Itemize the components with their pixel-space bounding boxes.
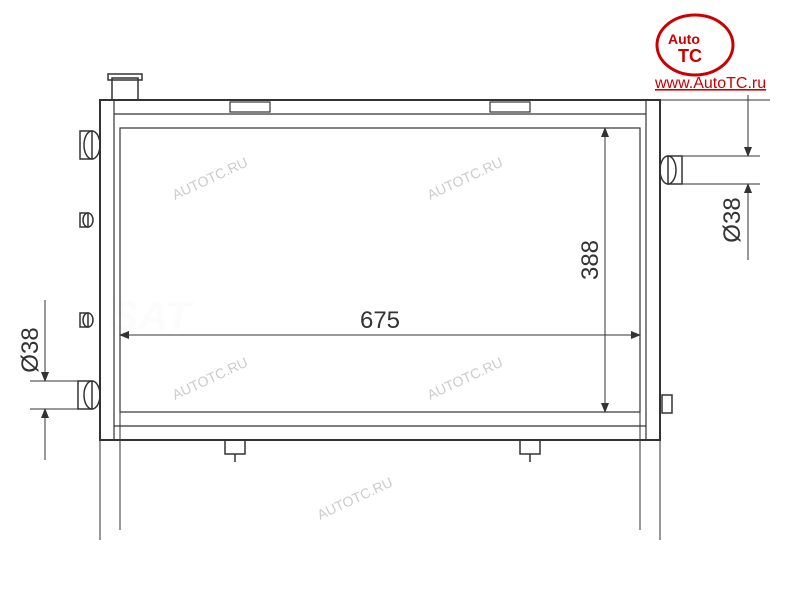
watermark-logo: SAT — [110, 292, 194, 339]
svg-text:Auto: Auto — [668, 31, 700, 47]
autotc-logo: Auto TC — [657, 15, 733, 75]
dim-dia-left — [30, 300, 78, 460]
mount-feet — [225, 440, 540, 462]
watermark-small: AUTOTC.RU — [170, 354, 251, 403]
watermark-small: AUTOTC.RU — [425, 354, 506, 403]
watermark-small: AUTOTC.RU — [425, 154, 506, 203]
dim-height-label: 388 — [577, 240, 604, 280]
technical-drawing: SAT AUTOTC.RU AUTOTC.RU AUTOTC.RU AUTOTC… — [0, 0, 800, 600]
url-text: www.AutoTC.ru — [654, 75, 766, 92]
dim-width-label: 675 — [360, 307, 400, 334]
left-ports — [78, 131, 100, 409]
dim-dia-right — [660, 95, 770, 260]
watermark-small: AUTOTC.RU — [315, 474, 396, 523]
svg-text:TC: TC — [678, 46, 702, 66]
filler-neck — [108, 74, 142, 100]
watermark-small: AUTOTC.RU — [170, 154, 251, 203]
dim-dia-right-label: Ø38 — [719, 197, 746, 242]
svg-text:SAT: SAT — [110, 292, 194, 339]
dim-dia-left-label: Ø38 — [17, 327, 44, 372]
diagram-canvas: { "drawing": { "viewbox": {"w": 800, "h"… — [0, 0, 800, 600]
right-port — [660, 156, 682, 413]
